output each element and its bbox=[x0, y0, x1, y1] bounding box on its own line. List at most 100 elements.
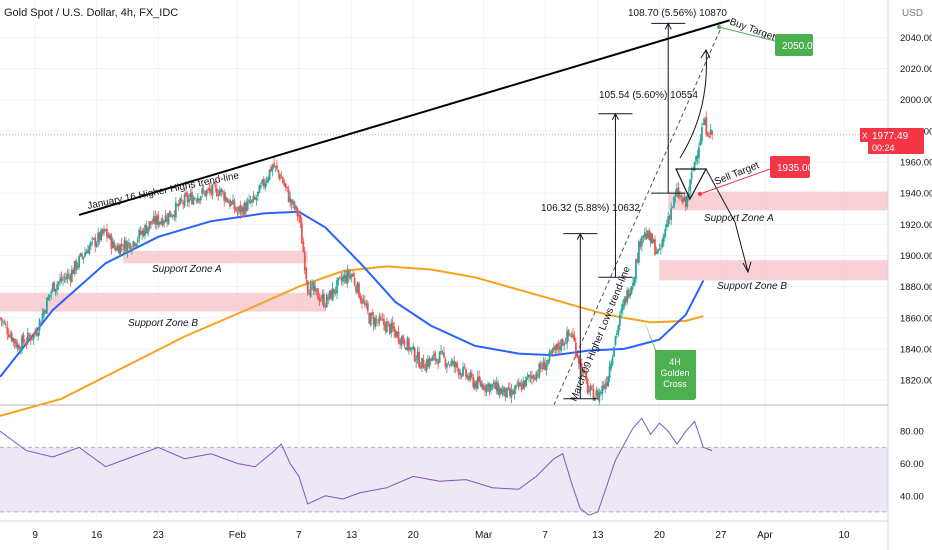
candle-body bbox=[261, 179, 264, 184]
measurement-tools bbox=[563, 22, 686, 400]
candle-body bbox=[88, 245, 91, 254]
candle-body bbox=[402, 335, 404, 343]
candle-body bbox=[353, 277, 356, 285]
candle-body bbox=[671, 206, 674, 208]
candle-body bbox=[82, 256, 85, 259]
candle-body bbox=[482, 385, 485, 390]
candle-body bbox=[674, 194, 677, 197]
bullish-projection-arrow bbox=[679, 49, 707, 159]
candle-body bbox=[160, 220, 163, 224]
candle-body bbox=[309, 283, 312, 297]
candle-body bbox=[369, 313, 372, 326]
candle-body bbox=[535, 372, 538, 380]
candle-body bbox=[116, 245, 119, 251]
candle-body bbox=[331, 287, 334, 301]
candle-body bbox=[195, 199, 198, 201]
candle-body bbox=[639, 241, 642, 247]
candle-body bbox=[303, 251, 306, 271]
candle-body bbox=[204, 191, 207, 197]
candle-body bbox=[520, 384, 523, 390]
candle-body bbox=[620, 309, 623, 314]
candle-body bbox=[574, 342, 577, 356]
candle-body bbox=[400, 337, 403, 346]
buy-target-box bbox=[775, 34, 813, 56]
candle-body bbox=[536, 374, 539, 376]
candle-body bbox=[409, 347, 412, 350]
candle-body bbox=[701, 127, 703, 141]
candle-body bbox=[421, 357, 423, 367]
candle-body bbox=[532, 375, 535, 379]
candle-body bbox=[657, 249, 659, 253]
candle-body bbox=[273, 163, 275, 168]
candle-body bbox=[284, 183, 287, 188]
candle-body bbox=[642, 235, 645, 238]
support-zone-label: Support Zone A bbox=[152, 264, 222, 275]
candle-body bbox=[63, 277, 66, 279]
candle-body bbox=[616, 333, 618, 335]
candle-body bbox=[191, 192, 193, 205]
candle-body bbox=[511, 391, 514, 395]
candle-body bbox=[207, 188, 209, 190]
candle-body bbox=[476, 377, 479, 389]
candle-body bbox=[683, 197, 686, 202]
candle-body bbox=[315, 288, 318, 290]
candle-body bbox=[328, 290, 331, 299]
candle-body bbox=[415, 361, 418, 363]
candle-body bbox=[167, 213, 170, 224]
candle-body bbox=[65, 278, 67, 280]
candle-body bbox=[32, 333, 35, 339]
candle-body bbox=[343, 274, 346, 279]
candle-body bbox=[555, 343, 558, 351]
candle-body bbox=[679, 195, 681, 198]
candle-body bbox=[630, 286, 633, 294]
candle-body bbox=[434, 352, 437, 361]
candle-body bbox=[487, 384, 489, 387]
candle-body bbox=[416, 351, 419, 360]
candle-body bbox=[264, 183, 267, 189]
candle-body bbox=[41, 313, 44, 321]
candle-body bbox=[193, 198, 196, 200]
candle-body bbox=[391, 322, 394, 329]
candle-body bbox=[300, 223, 303, 244]
candle-body bbox=[419, 365, 422, 369]
candle-body bbox=[51, 283, 54, 291]
currency-label: USD bbox=[902, 8, 923, 19]
candle-body bbox=[378, 315, 381, 322]
candle-body bbox=[684, 196, 687, 207]
candle-body bbox=[528, 374, 530, 378]
candle-body bbox=[79, 253, 82, 256]
candle-body bbox=[396, 331, 399, 337]
candle-body bbox=[356, 282, 359, 293]
candle-body bbox=[174, 202, 177, 218]
candle-body bbox=[676, 187, 678, 194]
candle-body bbox=[610, 363, 612, 369]
candle-body bbox=[26, 332, 29, 342]
time-tick-label: 13 bbox=[346, 530, 358, 541]
candle-body bbox=[696, 155, 699, 159]
support-zone-label: Support Zone B bbox=[717, 281, 787, 292]
candle-body bbox=[120, 243, 123, 247]
candle-body bbox=[383, 318, 385, 325]
candle-body bbox=[161, 218, 164, 226]
candle-body bbox=[271, 165, 274, 171]
candle-body bbox=[236, 211, 239, 213]
candle-body bbox=[100, 229, 103, 240]
candle-body bbox=[333, 289, 335, 294]
candle-body bbox=[624, 296, 627, 304]
candle-body bbox=[444, 359, 447, 367]
candle-body bbox=[580, 363, 583, 376]
candle-body bbox=[431, 356, 434, 362]
candle-body bbox=[302, 241, 305, 253]
candle-body bbox=[31, 338, 34, 340]
candle-body bbox=[388, 324, 391, 334]
candle-body bbox=[114, 248, 117, 251]
bullish-arrowhead bbox=[700, 48, 711, 59]
candle-body bbox=[649, 233, 652, 243]
chart-title: Gold Spot / U.S. Dollar, 4h, FX_IDC bbox=[4, 7, 178, 19]
candle-body bbox=[243, 202, 246, 215]
candle-body bbox=[542, 360, 545, 370]
candle-body bbox=[405, 347, 407, 350]
candle-body bbox=[670, 208, 673, 221]
moving-average-fast-line bbox=[0, 210, 705, 378]
